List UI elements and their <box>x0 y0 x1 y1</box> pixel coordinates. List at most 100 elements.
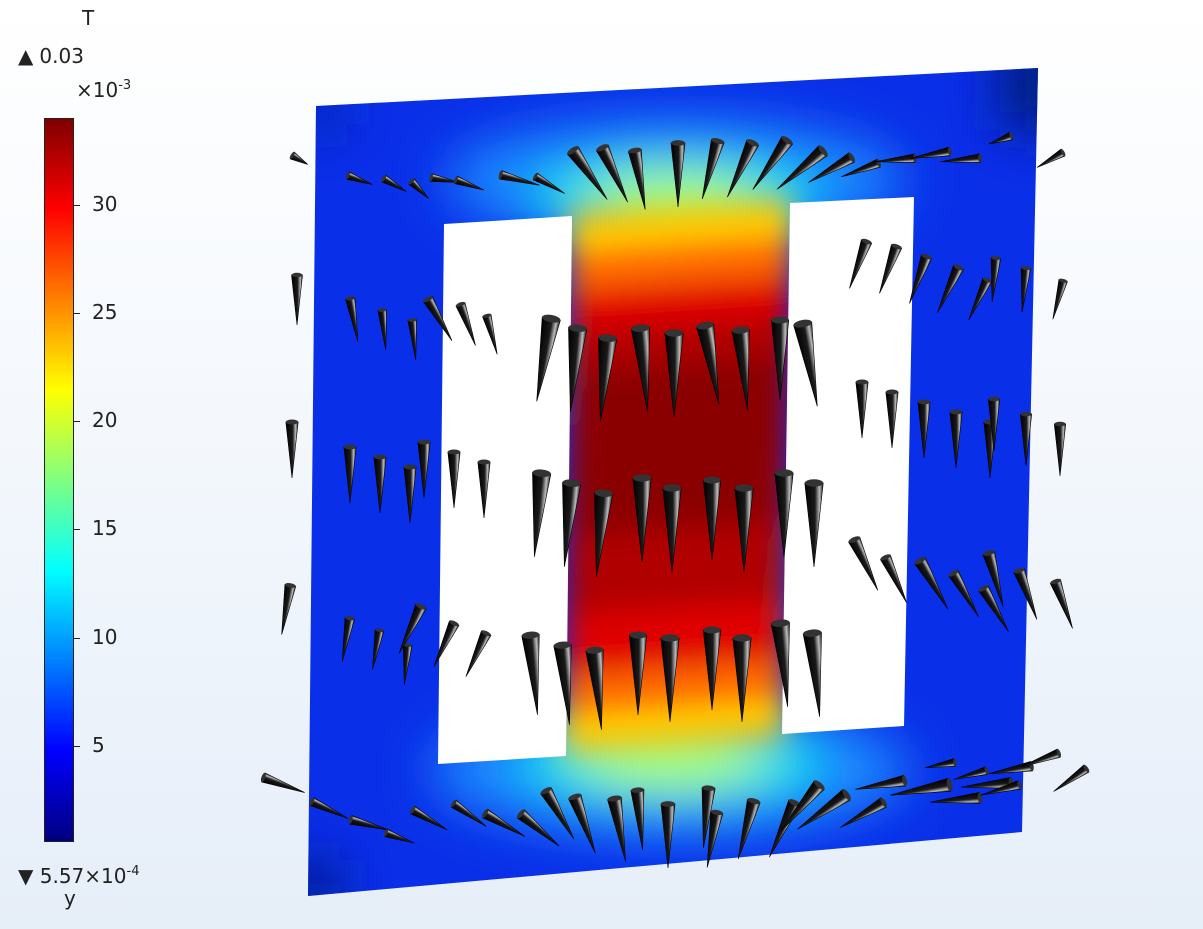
field-arrow-cap <box>607 795 622 802</box>
field-arrow-cap <box>711 137 725 145</box>
colorbar-unit-label: T <box>82 6 95 30</box>
field-arrow-cap <box>403 464 417 470</box>
field-arrow-cone <box>1049 579 1073 629</box>
field-arrow-cap <box>710 809 723 816</box>
field-arrow-cap <box>482 809 489 818</box>
field-arrow-cap <box>498 170 503 180</box>
field-arrow-cap <box>540 787 552 795</box>
colorbar-tick-label: 25 <box>92 300 118 324</box>
field-arrow-cap <box>343 444 357 450</box>
field-arrow-cap <box>803 629 822 637</box>
field-arrow-cone <box>1053 423 1067 477</box>
field-arrow-cap <box>921 253 932 260</box>
field-arrow-cap <box>453 176 458 184</box>
right-window <box>782 197 914 734</box>
field-arrow-cap <box>1060 148 1066 157</box>
field-arrow-cap <box>532 469 551 477</box>
field-arrow-cap <box>734 484 754 492</box>
field-arrow-cone <box>1036 148 1066 168</box>
field-arrow-cap <box>562 479 581 487</box>
field-arrow-cap <box>585 646 604 654</box>
field-arrow-cap <box>598 334 617 342</box>
field-arrow-cap <box>946 778 953 792</box>
field-arrow-cap <box>746 139 759 147</box>
field-arrow-cap <box>532 172 538 181</box>
field-arrow-cap <box>629 631 647 639</box>
colorbar-min-value: 5.57×10 <box>39 864 127 888</box>
field-arrow-cap <box>631 324 650 332</box>
field-arrow-cap <box>415 603 427 610</box>
field-arrow-cap <box>596 144 609 152</box>
field-arrow-cap <box>345 296 355 301</box>
field-arrow-cap <box>660 801 676 807</box>
field-arrow-cap <box>521 631 540 639</box>
field-arrow-cone <box>291 274 303 326</box>
colorbar-max-label: ▲ 0.03 <box>18 44 84 68</box>
field-arrow-cap <box>978 153 982 163</box>
field-arrow-cap <box>345 616 355 621</box>
field-arrow-cap <box>848 536 860 544</box>
min-triangle-icon: ▼ <box>18 864 34 888</box>
field-arrow-cone <box>1052 279 1068 320</box>
field-arrow-cap <box>482 313 492 318</box>
max-triangle-icon: ▲ <box>18 44 34 68</box>
field-arrow-cap <box>410 806 416 814</box>
field-arrow-cap <box>991 256 1001 261</box>
field-arrow-cap <box>632 474 652 482</box>
field-arrow-cap <box>982 550 995 556</box>
field-arrow-cap <box>793 319 812 328</box>
field-arrow-cap <box>788 799 801 807</box>
field-arrow-cap <box>568 324 587 332</box>
field-arrow-cap <box>953 758 957 767</box>
field-arrow-cone <box>1053 764 1090 792</box>
field-arrow-cap <box>429 173 433 182</box>
left-window <box>438 216 572 764</box>
field-arrow-cone <box>285 421 299 479</box>
field-arrow-cap <box>477 459 491 465</box>
field-arrow-cap <box>1013 567 1025 574</box>
colorbar-tick <box>74 205 80 206</box>
colorbar-tick <box>74 529 80 530</box>
field-arrow-cap <box>373 454 387 460</box>
field-arrow-cap <box>696 321 714 330</box>
field-arrow-cap <box>988 396 1000 402</box>
field-arrow-cap <box>953 264 964 271</box>
field-arrow-cap <box>348 815 353 825</box>
colorbar-tick <box>74 421 80 422</box>
field-arrow-cap <box>947 147 952 156</box>
field-arrow-cap <box>662 484 682 492</box>
colorbar <box>44 118 74 842</box>
field-arrow-cap <box>568 793 582 801</box>
field-arrow-cap <box>1083 764 1090 773</box>
colorbar-tick <box>74 638 80 639</box>
field-arrow-cap <box>949 409 963 415</box>
field-arrow-cap <box>813 780 825 790</box>
field-arrow-cap <box>407 318 417 322</box>
field-arrow-cap <box>818 145 828 157</box>
field-arrow-cap <box>285 419 299 425</box>
field-arrow-cap <box>1009 132 1014 140</box>
field-arrow-cap <box>1020 411 1032 417</box>
field-arrow-cap <box>1021 266 1031 271</box>
field-arrow-cap <box>630 787 644 793</box>
field-arrow-cap <box>381 174 387 183</box>
field-arrow-cap <box>260 772 266 783</box>
field-arrow-cap <box>842 789 851 801</box>
field-arrow-cap <box>447 449 461 455</box>
field-arrow-cap <box>284 583 296 588</box>
colorbar-tick-label: 5 <box>92 733 105 757</box>
field-arrow-cap <box>660 634 680 642</box>
field-arrow-cap <box>880 554 891 561</box>
colorbar-tick-label: 10 <box>92 625 118 649</box>
field-arrow-cap <box>1054 421 1066 427</box>
field-arrow-cap <box>982 277 992 283</box>
field-arrow-cap <box>670 140 686 146</box>
colorbar-tick-label: 20 <box>92 408 118 432</box>
field-arrow-cap <box>880 797 887 808</box>
field-arrow-cap <box>450 799 457 808</box>
field-arrows <box>260 131 1090 869</box>
colorbar-min-label: ▼ 5.57×10-4 <box>18 864 139 888</box>
field-arrow-cap <box>567 146 579 155</box>
field-arrow-cap <box>702 785 716 791</box>
field-arrow-cap <box>917 399 931 405</box>
